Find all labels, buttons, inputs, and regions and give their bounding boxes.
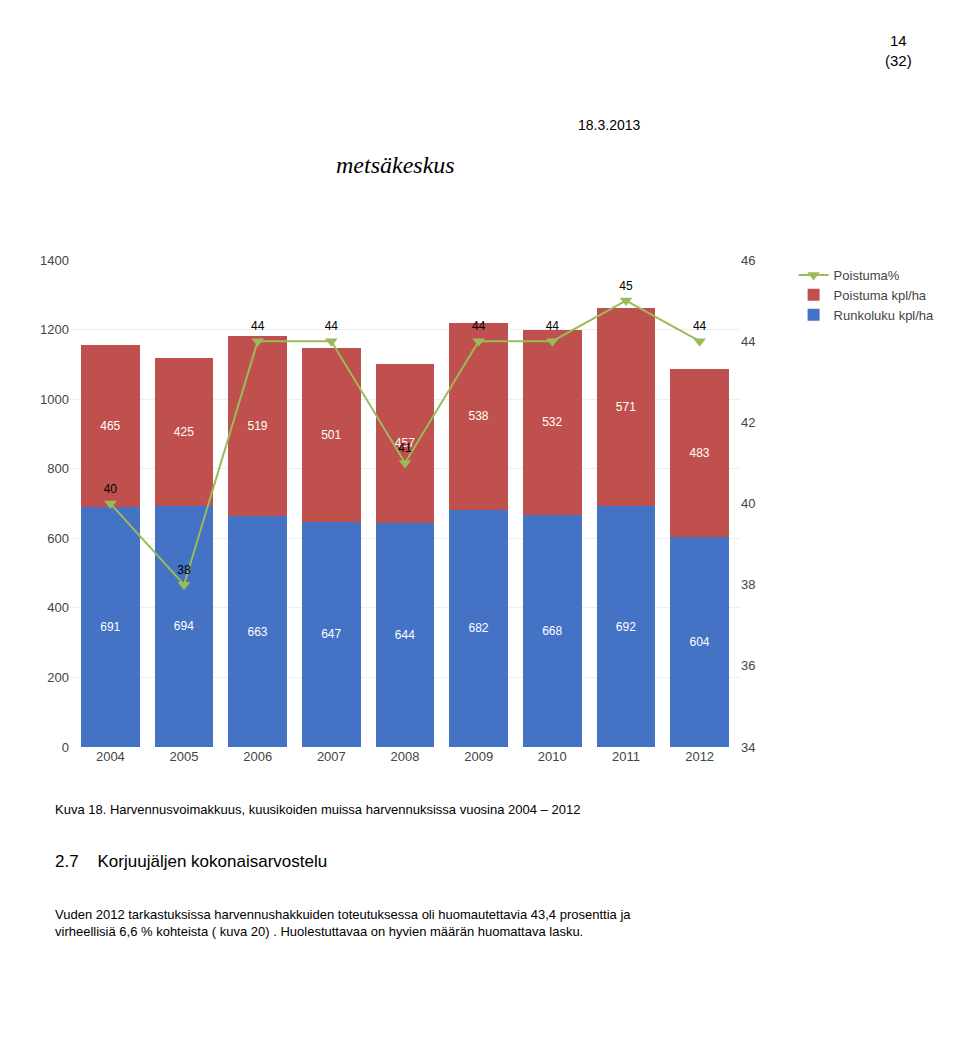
svg-text:metsäkeskus: metsäkeskus [336,152,455,178]
svg-text:691: 691 [100,620,120,634]
svg-text:1400: 1400 [40,253,69,268]
svg-text:45: 45 [619,279,633,293]
svg-text:571: 571 [616,400,636,414]
svg-text:457: 457 [395,436,415,450]
svg-text:2010: 2010 [538,749,567,764]
svg-text:465: 465 [100,419,120,433]
svg-text:42: 42 [741,415,755,430]
svg-text:1000: 1000 [40,392,69,407]
svg-text:647: 647 [321,627,341,641]
svg-text:692: 692 [616,620,636,634]
svg-text:40: 40 [104,482,118,496]
svg-text:668: 668 [542,624,562,638]
svg-text:200: 200 [47,670,69,685]
svg-text:2009: 2009 [464,749,493,764]
svg-text:483: 483 [689,446,709,460]
svg-text:604: 604 [689,635,709,649]
svg-text:2005: 2005 [170,749,199,764]
svg-text:44: 44 [325,319,339,333]
svg-text:1200: 1200 [40,322,69,337]
svg-text:0: 0 [62,740,69,755]
svg-text:41: 41 [398,441,412,455]
svg-text:44: 44 [472,319,486,333]
svg-text:2004: 2004 [96,749,125,764]
svg-text:38: 38 [741,577,755,592]
svg-text:519: 519 [248,419,268,433]
svg-text:694: 694 [174,619,194,633]
svg-text:644: 644 [395,628,415,642]
svg-text:2012: 2012 [685,749,714,764]
svg-text:400: 400 [47,600,69,615]
svg-text:2007: 2007 [317,749,346,764]
svg-text:663: 663 [248,625,268,639]
svg-text:40: 40 [741,496,755,511]
svg-text:2.7 Korjuujäljen kokonaisar: 2.7 Korjuujäljen kokonaisarvostelu [55,852,327,871]
svg-text:46: 46 [741,253,755,268]
svg-text:44: 44 [693,319,707,333]
svg-text:44: 44 [546,319,560,333]
svg-text:44: 44 [251,319,265,333]
svg-text:682: 682 [468,621,488,635]
svg-text:Kuva 18. Harvennusvoimakkuus,: Kuva 18. Harvennusvoimakkuus, kuusikoide… [55,802,580,817]
svg-text:425: 425 [174,425,194,439]
svg-text:36: 36 [741,658,755,673]
svg-text:18.3.2013: 18.3.2013 [578,117,640,133]
svg-text:34: 34 [741,740,755,755]
svg-text:538: 538 [468,409,488,423]
svg-text:44: 44 [741,334,755,349]
svg-text:800: 800 [47,461,69,476]
svg-text:Poistuma kpl/ha: Poistuma kpl/ha [834,288,927,303]
svg-text:2006: 2006 [243,749,272,764]
svg-text:532: 532 [542,415,562,429]
svg-text:2008: 2008 [391,749,420,764]
svg-text:38: 38 [177,563,191,577]
svg-text:Vuden 2012 tarkastuksissa harv: Vuden 2012 tarkastuksissa harvennushakku… [55,907,631,939]
svg-text:600: 600 [47,531,69,546]
svg-text:Runkoluku kpl/ha: Runkoluku kpl/ha [834,308,934,323]
svg-text:2011: 2011 [612,749,640,764]
svg-text:Poistuma%: Poistuma% [834,268,900,283]
svg-text:501: 501 [321,428,341,442]
svg-text:14(32): 14(32) [885,32,912,69]
